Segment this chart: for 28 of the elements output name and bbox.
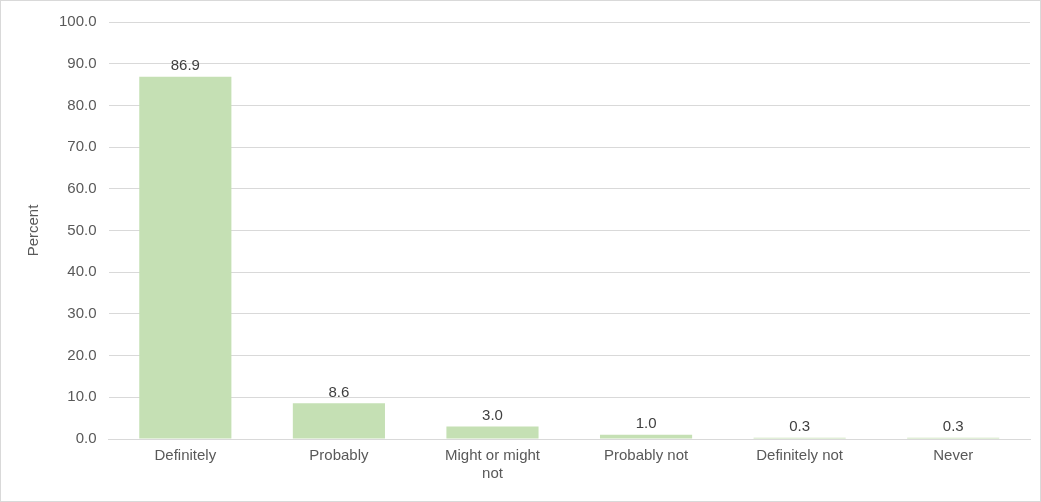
x-tick-label: Might or might not [444,446,541,482]
y-tick-label: 30.0 [67,304,97,322]
x-tick-label: Definitely not [756,446,844,464]
bar [139,76,232,439]
x-tick-label: Probably [309,446,369,464]
y-tick-label: 0.0 [75,429,97,447]
x-tick-label: Never [933,446,974,464]
x-tick-label: Probably not [603,446,689,464]
bar [599,434,693,439]
data-label: 8.6 [328,382,350,400]
y-tick-label: 50.0 [67,220,97,238]
bar [446,426,539,439]
bar [292,403,385,439]
data-label: 1.0 [635,414,657,432]
data-label: 86.9 [170,56,200,74]
y-tick-label: 20.0 [67,345,97,363]
y-tick-label: 90.0 [67,53,97,71]
y-tick-label: 60.0 [67,178,97,196]
y-tick-label: 80.0 [67,95,97,113]
y-tick-label: 100.0 [58,12,97,30]
x-tick-label: Definitely [154,446,217,464]
y-tick-label: 70.0 [67,137,97,155]
data-label: 0.3 [789,417,811,435]
y-tick-label: 10.0 [67,387,97,405]
y-tick-label: 40.0 [67,262,97,280]
data-label: 3.0 [482,406,503,424]
data-label: 0.3 [942,417,964,435]
y-axis-title: Percent [24,203,42,257]
